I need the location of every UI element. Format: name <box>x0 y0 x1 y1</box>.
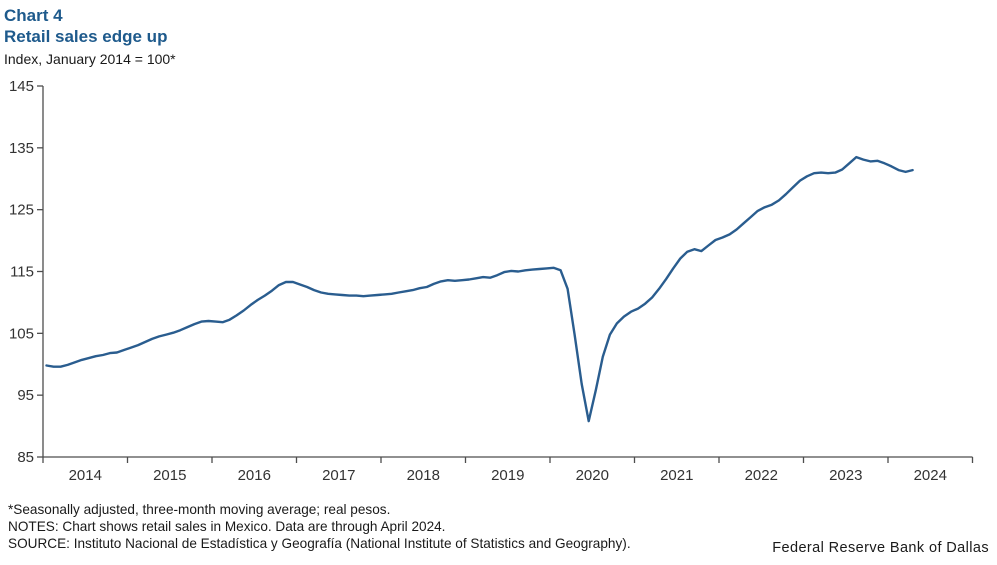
y-axis-tick-label: 135 <box>9 140 34 157</box>
y-axis-tick-label: 95 <box>17 387 34 404</box>
y-axis-tick-label: 125 <box>9 202 34 219</box>
chart-axis-unit-label: Index, January 2014 = 100* <box>4 51 176 67</box>
footnote-notes: NOTES: Chart shows retail sales in Mexic… <box>8 519 446 535</box>
x-axis-tick-label: 2014 <box>69 467 102 484</box>
x-axis-tick-label: 2023 <box>829 467 862 484</box>
chart-header: Chart 4 Retail sales edge up Index, Janu… <box>4 5 176 69</box>
footnote-source: SOURCE: Instituto Nacional de Estadístic… <box>8 536 631 552</box>
y-axis-tick-label: 145 <box>9 78 34 95</box>
x-axis-tick-label: 2016 <box>238 467 271 484</box>
x-axis-tick-label: 2015 <box>153 467 186 484</box>
y-axis-tick-label: 105 <box>9 325 34 342</box>
x-axis-tick-label: 2020 <box>576 467 609 484</box>
bank-branding: Federal Reserve Bank of Dallas <box>772 540 989 556</box>
x-axis-tick-label: 2018 <box>407 467 440 484</box>
x-axis-tick-label: 2024 <box>914 467 947 484</box>
footnote-asterisk: *Seasonally adjusted, three-month moving… <box>8 502 391 517</box>
x-axis-tick-label: 2022 <box>745 467 778 484</box>
y-axis-tick-label: 85 <box>17 449 34 466</box>
chart-number-label: Chart 4 <box>4 6 63 25</box>
retail-sales-series-line <box>45 155 914 423</box>
chart-title: Retail sales edge up <box>4 27 168 46</box>
y-axis-tick-label: 115 <box>10 264 34 281</box>
chart-footnotes: *Seasonally adjusted, three-month moving… <box>8 501 631 553</box>
x-axis-tick-label: 2021 <box>660 467 693 484</box>
x-axis-tick-label: 2017 <box>322 467 355 484</box>
x-axis-tick-label: 2019 <box>491 467 524 484</box>
